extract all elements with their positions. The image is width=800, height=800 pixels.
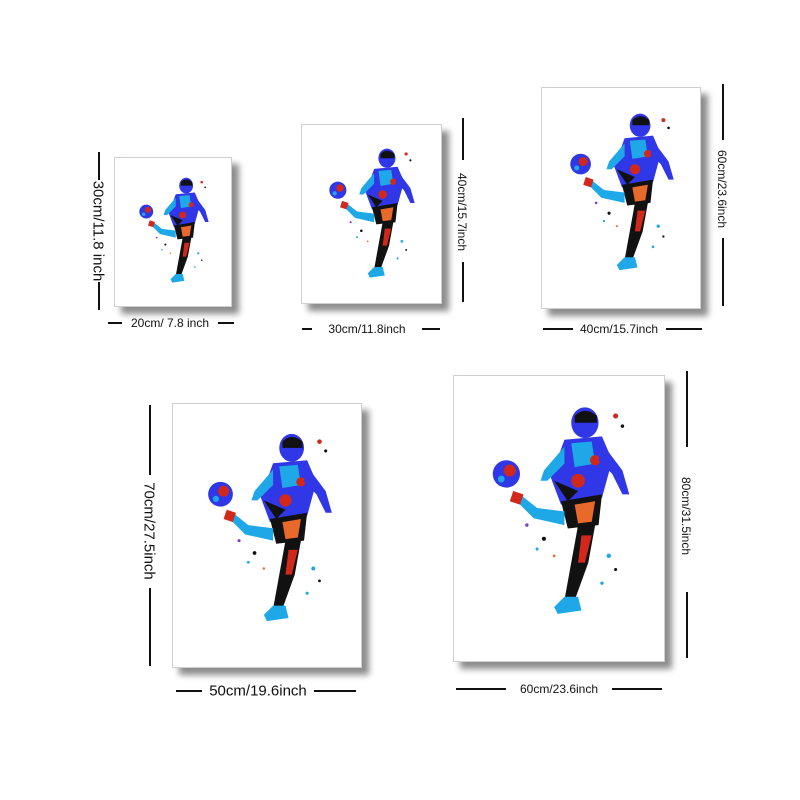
height-label-5: 80cm/31.5inch	[679, 476, 693, 556]
width-dimension-line-2	[302, 328, 312, 330]
soccer-player-artwork-icon	[570, 113, 674, 271]
width-label-2: 30cm/11.8inch	[328, 322, 406, 336]
poster-20x30	[114, 157, 232, 307]
height-label-1: 30cm/11.8 inch	[89, 180, 107, 282]
height-dimension-line-5b	[686, 592, 688, 658]
height-dimension-line-2	[462, 118, 464, 160]
height-dimension-line-4b	[149, 588, 151, 666]
height-label-2: 40cm/15.7inch	[455, 172, 469, 252]
height-dimension-line-1b	[98, 282, 100, 310]
height-dimension-line-5	[686, 371, 688, 447]
height-label-3: 60cm/23.6inch	[715, 149, 729, 229]
width-label-4: 50cm/19.6inch	[209, 682, 307, 700]
width-label-3: 40cm/15.7inch	[579, 322, 659, 336]
height-dimension-line-4	[149, 405, 151, 475]
width-dimension-line-1b	[218, 322, 234, 324]
width-label-5: 60cm/23.6inch	[519, 682, 599, 696]
width-dimension-line-4	[176, 690, 202, 692]
height-label-4: 70cm/27.5inch	[140, 482, 158, 580]
poster-50x70	[172, 403, 362, 668]
soccer-player-artwork-icon	[329, 148, 415, 278]
height-dimension-line-3	[722, 84, 724, 140]
width-dimension-line-4b	[314, 690, 356, 692]
width-dimension-line-2b	[422, 328, 440, 330]
height-dimension-line-2b	[462, 262, 464, 302]
poster-40x60	[541, 87, 701, 309]
width-dimension-line-1	[108, 322, 122, 324]
poster-60x80	[453, 375, 665, 662]
width-dimension-line-5b	[612, 688, 662, 690]
width-dimension-line-3	[543, 328, 573, 330]
height-dimension-line-1	[98, 152, 100, 180]
soccer-player-artwork-icon	[208, 433, 332, 622]
soccer-player-artwork-icon	[492, 407, 630, 614]
width-dimension-line-5	[456, 688, 506, 690]
poster-30x40	[301, 124, 442, 304]
soccer-player-artwork-icon	[139, 177, 209, 283]
height-dimension-line-3b	[722, 238, 724, 306]
width-label-1: 20cm/ 7.8 inch	[130, 316, 210, 330]
width-dimension-line-3b	[666, 328, 702, 330]
